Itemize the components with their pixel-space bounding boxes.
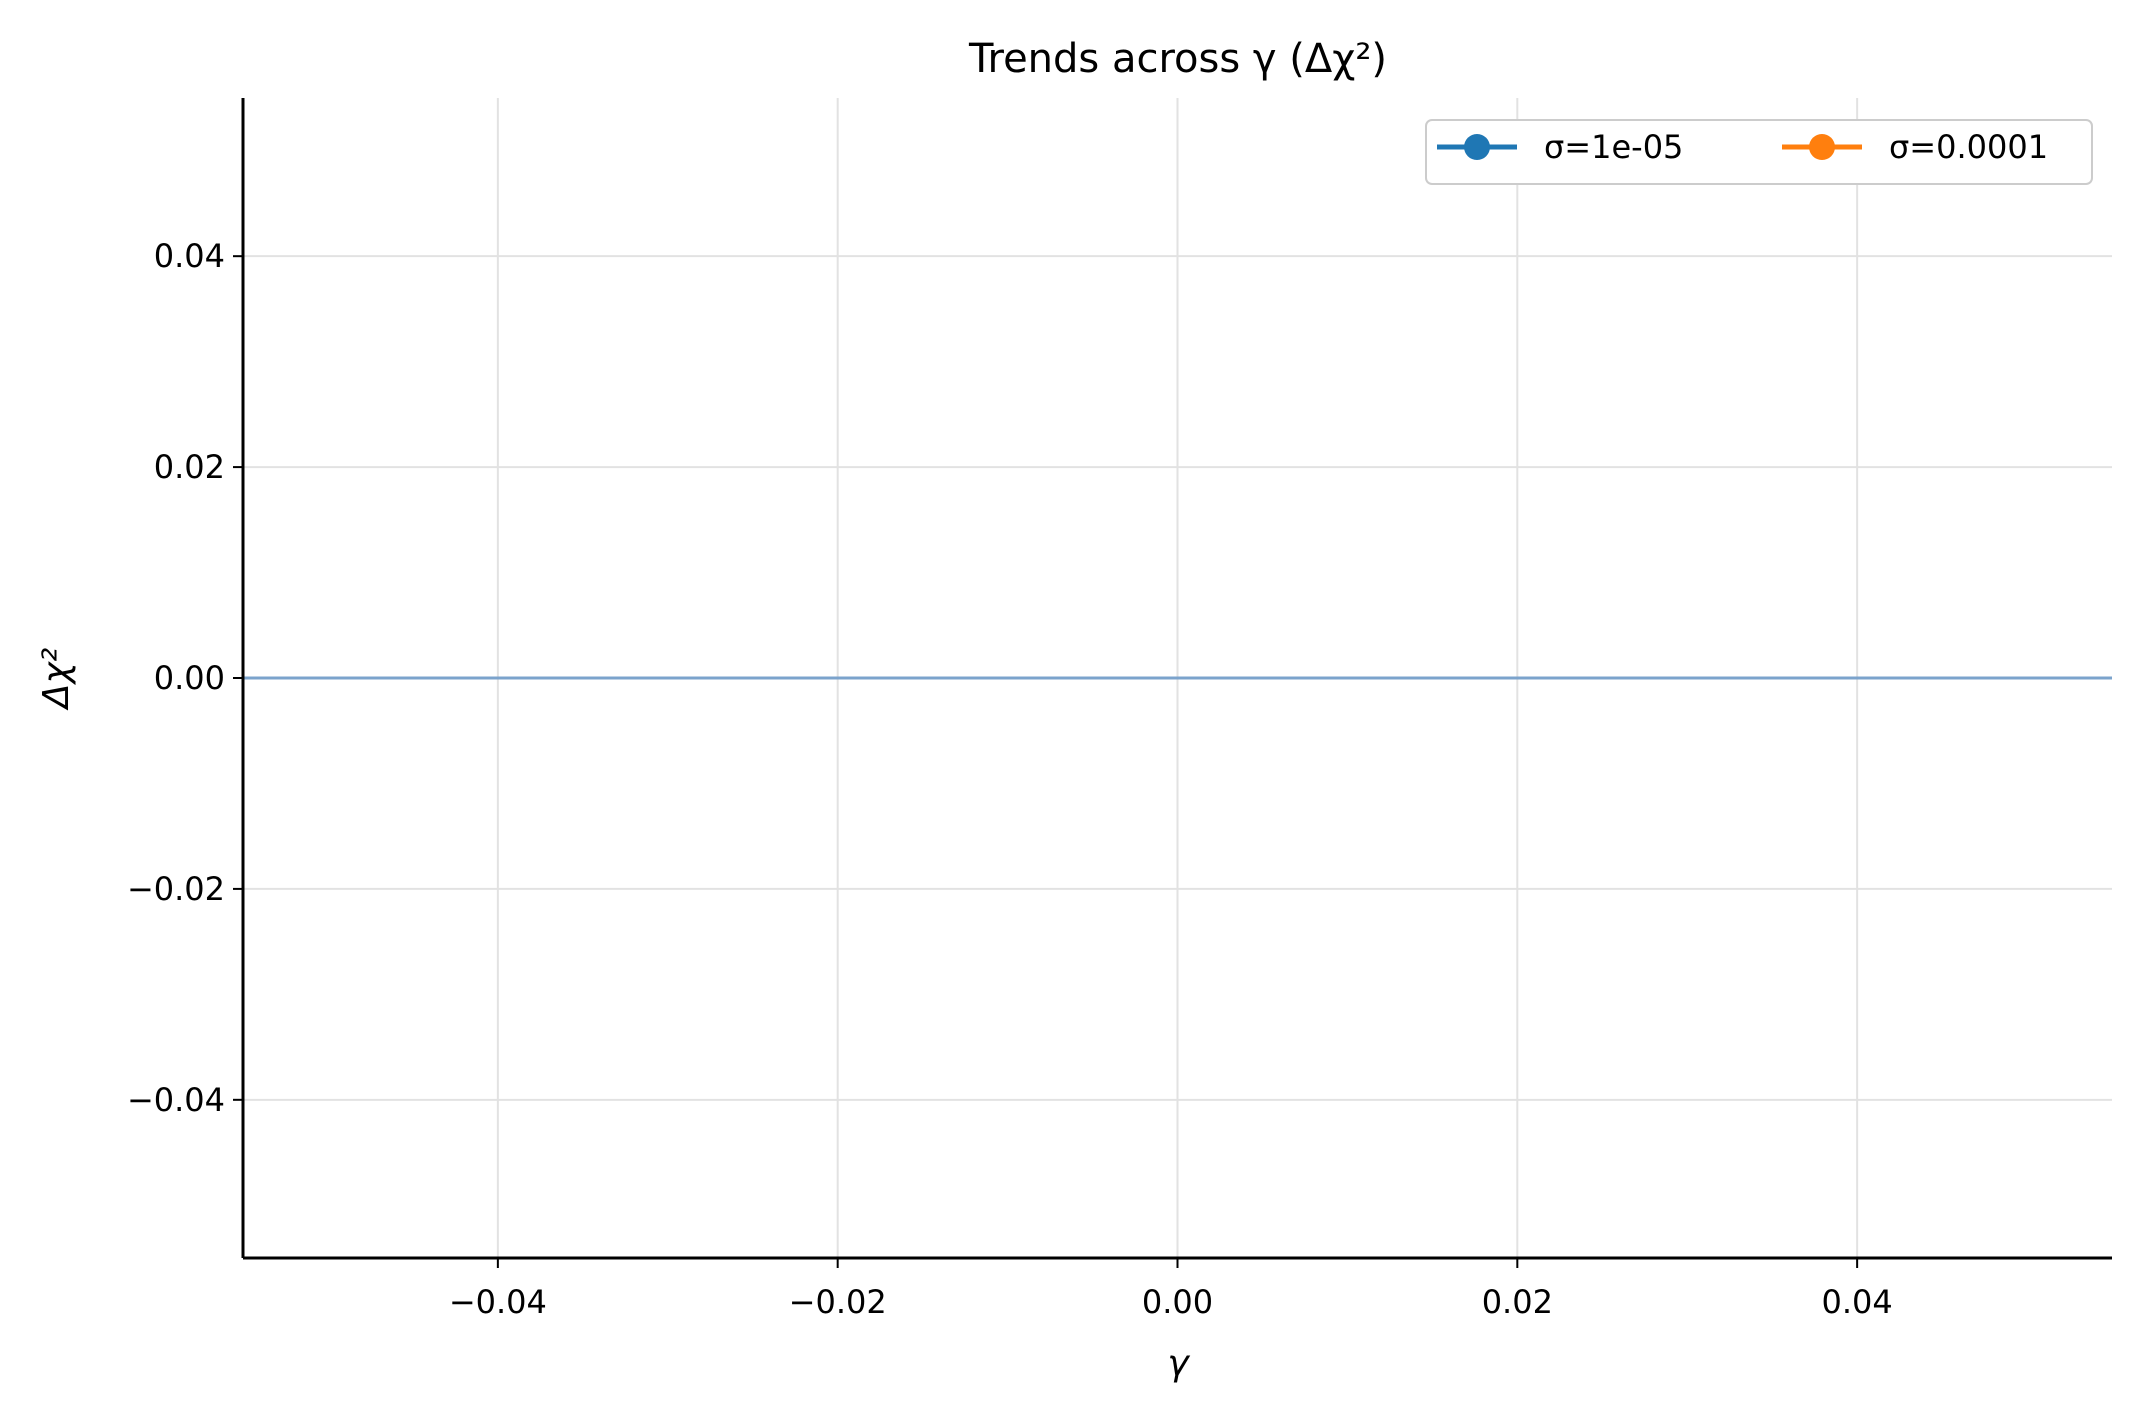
x-tick-label: 0.02 [1482,1283,1553,1321]
y-ticks: −0.04 −0.02 0.00 0.02 0.04 [127,237,243,1119]
legend-entry-2: σ=0.0001 [1782,128,2048,166]
x-tick-label: 0.04 [1822,1283,1893,1321]
y-tick-label: 0.02 [154,448,225,486]
x-tick-label: −0.04 [449,1283,547,1321]
x-tick-label: 0.00 [1142,1283,1213,1321]
y-tick-label: 0.00 [154,659,225,697]
legend-marker-1 [1464,134,1490,160]
x-ticks: −0.04 −0.02 0.00 0.02 0.04 [449,1258,1893,1321]
legend-entry-1: σ=1e-05 [1437,128,1683,166]
legend-label-2: σ=0.0001 [1889,128,2048,166]
x-axis-label: γ [1167,1343,1190,1384]
chart-title: Trends across γ (Δχ²) [968,36,1387,82]
y-axis-label: Δχ² [36,648,77,711]
y-tick-label: 0.04 [154,237,225,275]
legend-frame [1425,119,2093,185]
y-tick-label: −0.02 [127,870,225,908]
legend-label-1: σ=1e-05 [1544,128,1683,166]
legend-marker-2 [1809,134,1835,160]
y-tick-label: −0.04 [127,1081,225,1119]
x-tick-label: −0.02 [789,1283,887,1321]
legend: σ=1e-05 σ=0.0001 [1425,119,2093,185]
